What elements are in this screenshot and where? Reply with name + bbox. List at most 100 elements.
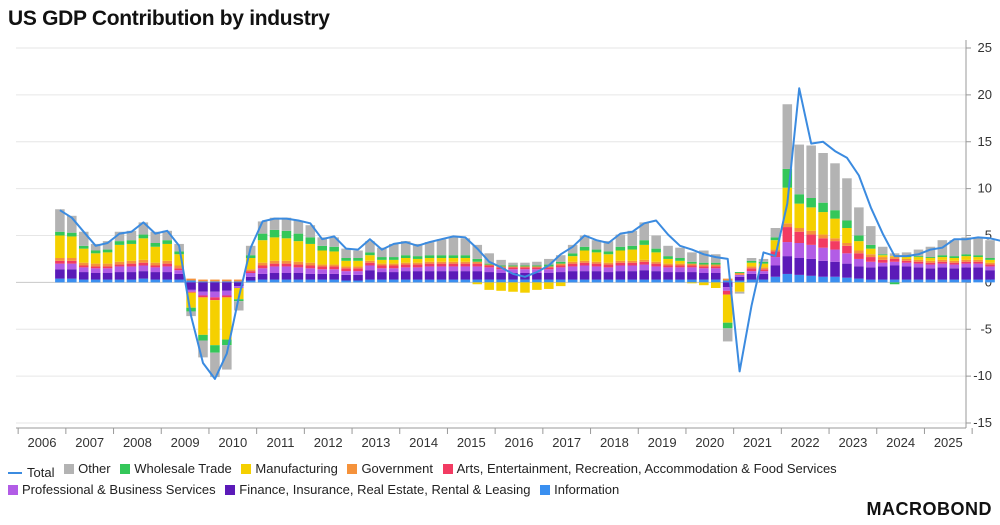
bar-segment-wholesale	[317, 245, 328, 251]
bar-segment-finance	[293, 273, 304, 280]
bar-segment-professional	[233, 286, 244, 288]
legend-item-government[interactable]: Government	[347, 461, 433, 476]
bar-segment-wholesale	[555, 261, 566, 264]
bar-segment-professional	[758, 271, 769, 274]
bar-segment-finance	[842, 263, 852, 278]
bar-segment-government	[901, 258, 912, 261]
bar-segment-professional	[973, 263, 983, 268]
bar-segment-other	[710, 254, 721, 263]
bar-segment-information	[961, 279, 971, 283]
bar-segment-arts	[353, 268, 363, 272]
bar-segment-professional	[699, 268, 709, 273]
bar-segment-information	[281, 279, 292, 283]
bar-segment-professional	[913, 263, 924, 268]
bar-segment-finance	[961, 267, 971, 280]
bar-segment-manufacturing	[806, 207, 816, 231]
bar-segment-information	[114, 279, 125, 283]
legend-item-finance[interactable]: Finance, Insurance, Real Estate, Rental …	[225, 482, 531, 497]
bar-segment-finance	[400, 271, 411, 280]
bar-segment-manufacturing	[210, 300, 220, 346]
bar-segment-professional	[544, 269, 554, 273]
bar-segment-professional	[627, 265, 638, 272]
bar-segment-manufacturing	[186, 292, 196, 308]
bar-segment-arts	[162, 263, 172, 267]
legend-item-information[interactable]: Information	[540, 482, 619, 497]
bar-segment-arts	[579, 262, 590, 266]
bar-segment-professional	[925, 264, 936, 269]
bar-segment-information	[424, 279, 435, 283]
bar-segment-arts	[281, 263, 292, 267]
bar-segment-arts	[722, 290, 733, 295]
bar-segment-professional	[961, 263, 971, 268]
bar-segment-other	[150, 231, 161, 243]
bar-segment-manufacturing	[448, 258, 459, 262]
legend-item-manufacturing[interactable]: Manufacturing	[241, 461, 338, 476]
bar-segment-arts	[651, 263, 661, 267]
bar-segment-professional	[663, 267, 673, 273]
bar-segment-finance	[353, 274, 363, 281]
legend-item-arts[interactable]: Arts, Entertainment, Recreation, Accommo…	[442, 461, 837, 476]
legend-item-wholesale[interactable]: Wholesale Trade	[120, 461, 232, 476]
x-tick-label: 2019	[648, 435, 677, 450]
bar-segment-arts	[746, 268, 757, 272]
bar-segment-information	[317, 279, 328, 283]
bar-segment-information	[651, 279, 661, 283]
bar-segment-other	[162, 230, 172, 241]
legend-item-professional[interactable]: Professional & Business Services	[8, 482, 216, 497]
bar-segment-finance	[233, 282, 244, 287]
bar-segment-wholesale	[245, 255, 256, 258]
bar-segment-manufacturing	[269, 237, 280, 261]
bar-segment-government	[281, 260, 292, 264]
legend-item-total[interactable]: Total	[8, 465, 54, 480]
bar-segment-professional	[67, 263, 77, 270]
bar-segment-wholesale	[567, 253, 578, 257]
bar-segment-professional	[830, 249, 840, 262]
bar-segment-finance	[877, 266, 888, 280]
y-tick-label: 20	[978, 87, 992, 102]
bar-segment-government	[67, 258, 77, 261]
bar-segment-manufacturing	[591, 252, 602, 262]
bar-segment-professional	[317, 269, 328, 274]
bar-segment-wholesale	[877, 254, 888, 256]
bar-segment-information	[293, 279, 304, 283]
bar-segment-other	[901, 252, 912, 257]
bar-segment-information	[305, 279, 316, 283]
bar-segment-wholesale	[138, 234, 149, 239]
legend-label: Government	[361, 461, 433, 476]
bar-segment-professional	[78, 267, 89, 273]
bar-segment-professional	[806, 244, 816, 259]
bar-segment-professional	[687, 267, 697, 273]
bar-segment-other	[389, 243, 399, 258]
bar-segment-finance	[699, 273, 709, 280]
bar-segment-government	[949, 260, 960, 263]
bar-segment-information	[138, 278, 149, 283]
bar-segment-other	[770, 228, 781, 238]
bar-segment-government	[448, 261, 459, 264]
bar-segment-other	[961, 237, 971, 255]
bar-segment-other	[591, 240, 602, 250]
bar-segment-manufacturing	[532, 282, 542, 290]
bar-segment-arts	[424, 263, 435, 267]
bar-segment-arts	[412, 264, 423, 268]
legend-item-other[interactable]: Other	[64, 461, 111, 476]
bar-segment-government	[424, 261, 435, 264]
bar-segment-finance	[591, 271, 602, 280]
bar-segment-professional	[889, 261, 900, 266]
bar-segment-arts	[448, 263, 459, 267]
bar-segment-arts	[126, 263, 137, 267]
bar-segment-wholesale	[257, 233, 268, 241]
bar-segment-government	[782, 223, 793, 228]
bar-segment-manufacturing	[913, 257, 924, 260]
bar-segment-arts	[472, 263, 483, 267]
bar-segment-professional	[591, 266, 602, 272]
bar-segment-arts	[591, 263, 602, 267]
bar-segment-manufacturing	[842, 228, 852, 243]
bar-segment-government	[973, 259, 983, 262]
bar-segment-information	[675, 279, 685, 283]
bar-segment-information	[484, 279, 494, 283]
bar-segment-information	[198, 281, 208, 283]
bar-segment-professional	[818, 247, 828, 261]
bar-segment-arts	[842, 245, 852, 254]
bar-segment-information	[55, 278, 65, 283]
bar-segment-manufacturing	[412, 258, 423, 263]
